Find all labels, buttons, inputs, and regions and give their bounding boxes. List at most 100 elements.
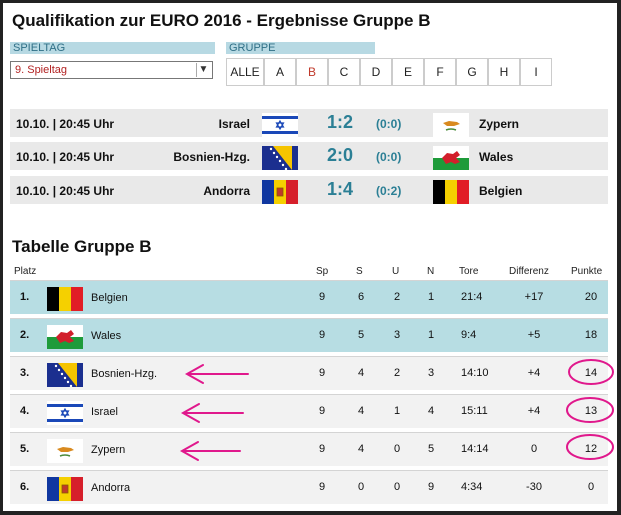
points: 0 bbox=[587, 481, 595, 493]
home-team[interactable]: Andorra bbox=[203, 184, 250, 198]
rank: 2. bbox=[20, 329, 30, 341]
points: 18 bbox=[584, 329, 598, 341]
match-score[interactable]: 1:4 bbox=[326, 179, 353, 199]
rank: 4. bbox=[20, 405, 30, 417]
games-played: 9 bbox=[318, 329, 326, 341]
rank: 1. bbox=[20, 291, 30, 303]
cyprus-flag-icon bbox=[47, 439, 83, 463]
team-name[interactable]: Andorra bbox=[91, 482, 131, 494]
group-button-b[interactable]: B bbox=[296, 58, 328, 86]
points: 13 bbox=[584, 405, 598, 417]
belgium-flag-icon bbox=[433, 180, 469, 204]
team-name[interactable]: Belgien bbox=[91, 292, 128, 304]
match-score[interactable]: 2:0 bbox=[326, 145, 353, 165]
match-score[interactable]: 1:2 bbox=[326, 112, 353, 132]
rank: 6. bbox=[20, 481, 30, 493]
circle-highlight bbox=[566, 397, 614, 423]
match-date: 10.10. | 20:45 Uhr bbox=[16, 150, 115, 164]
arrow-left-icon bbox=[180, 403, 244, 423]
table-row[interactable]: 1. Belgien 9 6 2 1 21:4 +17 20 bbox=[10, 280, 608, 314]
draws: 2 bbox=[393, 367, 401, 379]
goals: 21:4 bbox=[461, 291, 483, 303]
halftime-score: (0:0) bbox=[376, 150, 402, 164]
match-date: 10.10. | 20:45 Uhr bbox=[16, 184, 115, 198]
points: 12 bbox=[584, 443, 598, 455]
table-row[interactable]: 6. Andorra 9 0 0 9 4:34 -30 0 bbox=[10, 470, 608, 504]
group-button-a[interactable]: A bbox=[264, 58, 296, 86]
losses: 9 bbox=[427, 481, 435, 493]
games-played: 9 bbox=[318, 291, 326, 303]
draws: 0 bbox=[393, 443, 401, 455]
table-row[interactable]: 3. Bosnien-Hzg. 9 4 2 3 14:10 +4 14 bbox=[10, 356, 608, 390]
goals: 14:14 bbox=[461, 443, 489, 455]
wins: 5 bbox=[357, 329, 365, 341]
team-name[interactable]: Israel bbox=[91, 406, 118, 418]
games-played: 9 bbox=[318, 481, 326, 493]
group-selector: ALLE A B C D E F G H I bbox=[226, 58, 552, 86]
wins: 6 bbox=[357, 291, 365, 303]
team-name[interactable]: Zypern bbox=[91, 444, 126, 456]
draws: 1 bbox=[393, 405, 401, 417]
group-button-i[interactable]: I bbox=[520, 58, 552, 86]
group-button-c[interactable]: C bbox=[328, 58, 360, 86]
goals: 4:34 bbox=[461, 481, 483, 493]
match-row[interactable]: 10.10. | 20:45 Uhr Andorra 1:4 (0:2) Bel… bbox=[10, 176, 608, 204]
home-team[interactable]: Israel bbox=[218, 117, 250, 131]
header-s: S bbox=[356, 266, 363, 277]
chevron-down-icon[interactable]: ▼ bbox=[196, 63, 210, 77]
group-button-h[interactable]: H bbox=[488, 58, 520, 86]
header-platz: Platz bbox=[14, 266, 37, 277]
group-button-f[interactable]: F bbox=[424, 58, 456, 86]
page-title: Qualifikation zur EURO 2016 - Ergebnisse… bbox=[12, 11, 431, 30]
header-n: N bbox=[427, 266, 435, 277]
wales-flag-icon bbox=[433, 146, 469, 170]
group-button-d[interactable]: D bbox=[360, 58, 392, 86]
arrow-left-icon bbox=[179, 441, 241, 461]
header-sp: Sp bbox=[316, 266, 329, 277]
table-row[interactable]: 2. Wales 9 5 3 1 9:4 +5 18 bbox=[10, 318, 608, 352]
halftime-score: (0:2) bbox=[376, 184, 402, 198]
match-row[interactable]: 10.10. | 20:45 Uhr Israel 1:2 (0:0) Zype… bbox=[10, 109, 608, 137]
wins: 0 bbox=[357, 481, 365, 493]
circle-highlight bbox=[568, 359, 614, 385]
group-button-alle[interactable]: ALLE bbox=[226, 58, 264, 86]
points: 14 bbox=[584, 367, 598, 379]
games-played: 9 bbox=[318, 367, 326, 379]
draws: 0 bbox=[393, 481, 401, 493]
table-header: Platz Sp S U N Tore Differenz Punkte bbox=[10, 266, 608, 280]
team-name[interactable]: Bosnien-Hzg. bbox=[91, 368, 158, 380]
games-played: 9 bbox=[318, 443, 326, 455]
losses: 3 bbox=[427, 367, 435, 379]
away-team[interactable]: Wales bbox=[479, 150, 514, 164]
rank: 3. bbox=[20, 367, 30, 379]
table-row[interactable]: 4. Israel 9 4 1 4 15:11 +4 13 bbox=[10, 394, 608, 428]
team-name[interactable]: Wales bbox=[91, 330, 122, 342]
draws: 2 bbox=[393, 291, 401, 303]
losses: 5 bbox=[427, 443, 435, 455]
group-button-e[interactable]: E bbox=[392, 58, 424, 86]
losses: 1 bbox=[427, 291, 435, 303]
goal-difference: -30 bbox=[526, 481, 542, 493]
home-team[interactable]: Bosnien-Hzg. bbox=[173, 150, 250, 164]
points: 20 bbox=[584, 291, 598, 303]
cyprus-flag-icon bbox=[433, 113, 469, 137]
header-tore: Tore bbox=[459, 266, 479, 277]
spieltag-value: 9. Spieltag bbox=[15, 64, 67, 76]
israel-flag-icon bbox=[47, 401, 83, 425]
spieltag-label: SPIELTAG bbox=[10, 42, 215, 54]
away-team[interactable]: Belgien bbox=[479, 184, 523, 198]
losses: 1 bbox=[427, 329, 435, 341]
circle-highlight bbox=[566, 434, 614, 460]
table-row[interactable]: 5. Zypern 9 4 0 5 14:14 0 12 bbox=[10, 432, 608, 466]
gruppe-label: GRUPPE bbox=[226, 42, 375, 54]
match-row[interactable]: 10.10. | 20:45 Uhr Bosnien-Hzg. 2:0 (0:0… bbox=[10, 142, 608, 170]
header-punkte: Punkte bbox=[571, 266, 603, 277]
games-played: 9 bbox=[318, 405, 326, 417]
away-team[interactable]: Zypern bbox=[479, 117, 520, 131]
group-button-g[interactable]: G bbox=[456, 58, 488, 86]
andorra-flag-icon bbox=[47, 477, 83, 501]
spieltag-select[interactable]: 9. Spieltag ▼ bbox=[10, 61, 213, 79]
header-u: U bbox=[392, 266, 400, 277]
